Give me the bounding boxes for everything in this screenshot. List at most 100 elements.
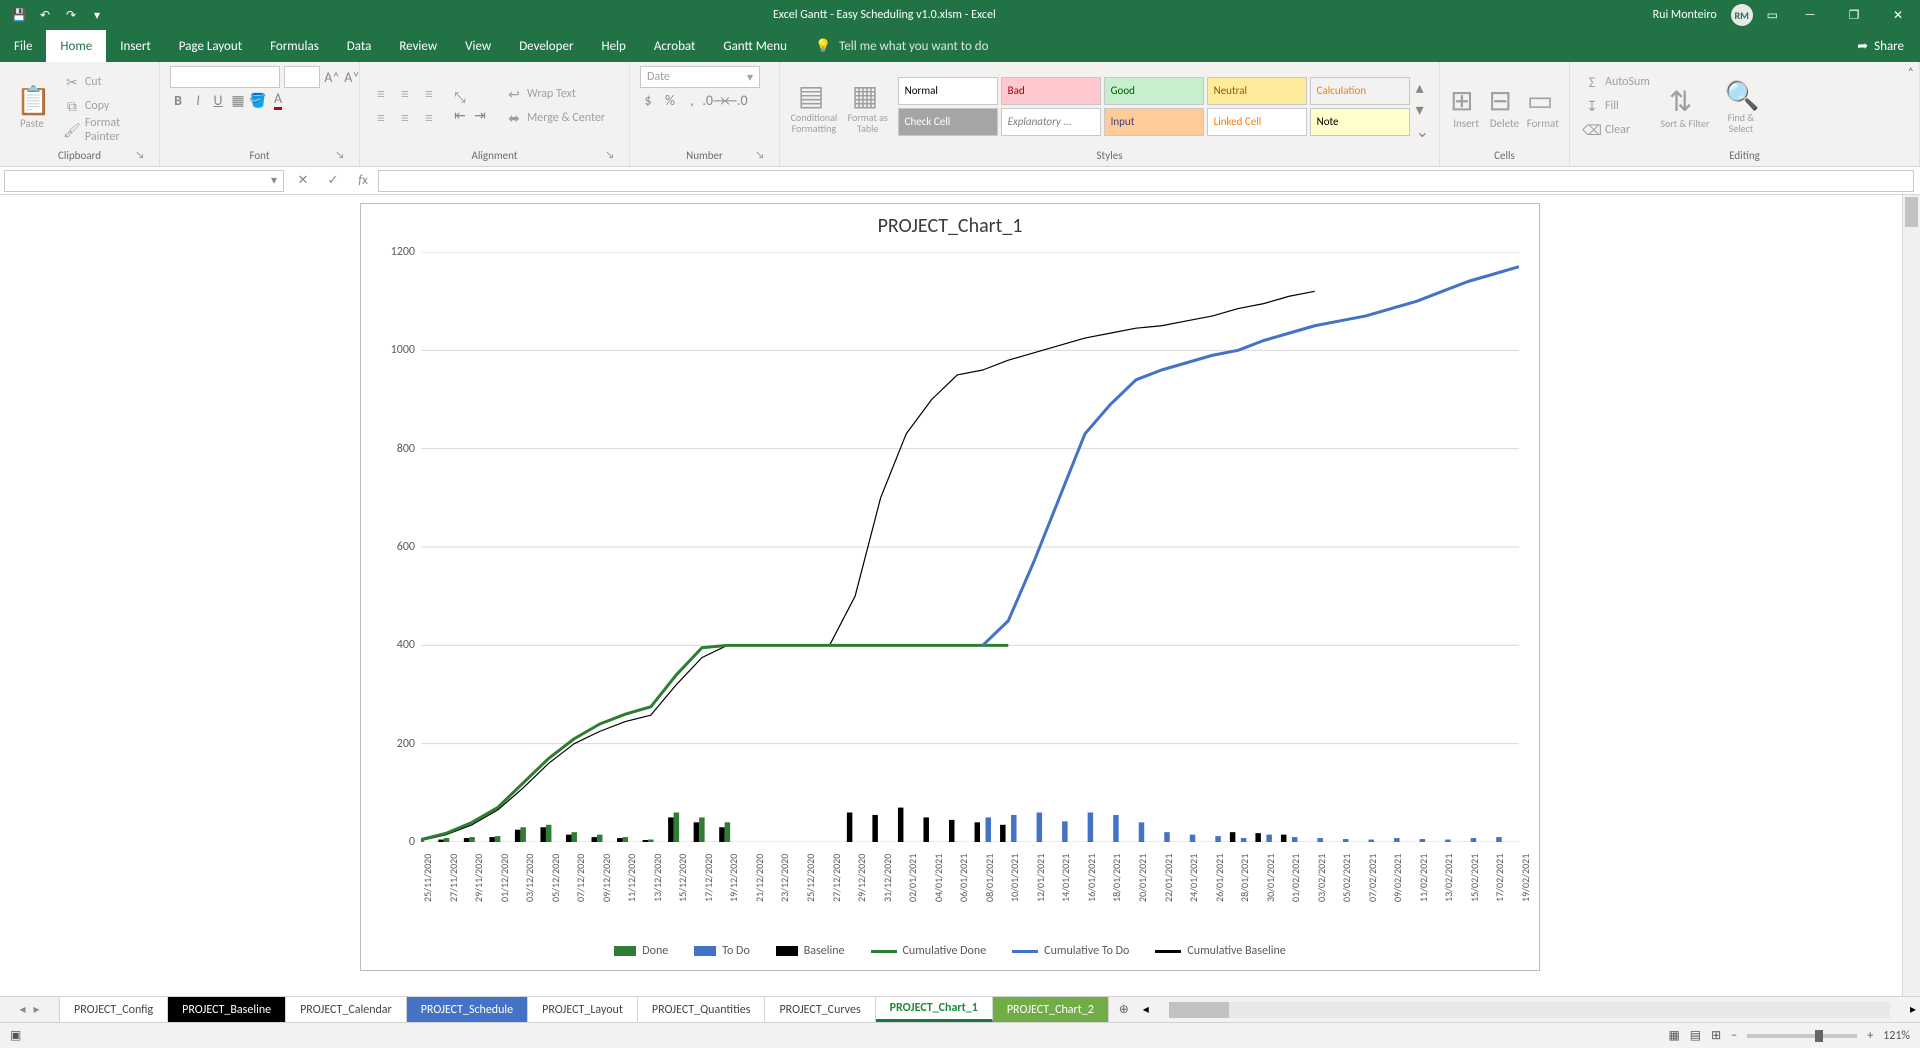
font-name-select[interactable]	[170, 66, 280, 88]
zoom-in-icon[interactable]: +	[1867, 1029, 1873, 1043]
collapse-ribbon-icon[interactable]: ˄	[1908, 66, 1914, 80]
user-avatar-icon[interactable]: RM	[1731, 4, 1753, 26]
fill-button[interactable]: ↧Fill	[1580, 95, 1654, 117]
sort-filter-button[interactable]: ⇅Sort & Filter	[1660, 84, 1710, 129]
shrink-font-icon[interactable]: A˅	[344, 69, 360, 85]
conditional-formatting-button[interactable]: ▤Conditional Formatting	[790, 78, 838, 134]
ribbon-tab-page-layout[interactable]: Page Layout	[165, 30, 256, 62]
fx-icon[interactable]: fx	[348, 173, 378, 188]
style-bad[interactable]: Bad	[1001, 77, 1101, 105]
sheet-tab-project_config[interactable]: PROJECT_Config	[60, 997, 168, 1022]
gallery-down-icon[interactable]: ▾	[1416, 100, 1429, 120]
style-neutral[interactable]: Neutral	[1207, 77, 1307, 105]
view-pagebreak-icon[interactable]: ⊞	[1711, 1028, 1721, 1043]
italic-icon[interactable]: I	[190, 92, 206, 108]
sheet-tab-project_chart_2[interactable]: PROJECT_Chart_2	[993, 997, 1109, 1022]
sheet-tab-project_chart_1[interactable]: PROJECT_Chart_1	[876, 997, 993, 1022]
copy-button[interactable]: ⧉Copy	[60, 95, 149, 117]
underline-icon[interactable]: U	[210, 92, 226, 108]
close-button[interactable]: ✕	[1876, 0, 1920, 30]
sheet-nav-prev-icon[interactable]: ◂	[19, 1002, 25, 1017]
ribbon-tab-data[interactable]: Data	[333, 30, 386, 62]
maximize-button[interactable]: ❐	[1832, 0, 1876, 30]
ribbon-tab-view[interactable]: View	[451, 30, 505, 62]
sheet-nav-next-icon[interactable]: ▸	[34, 1002, 40, 1017]
ribbon-tab-formulas[interactable]: Formulas	[256, 30, 333, 62]
sheet-tab-project_quantities[interactable]: PROJECT_Quantities	[638, 997, 766, 1022]
zoom-slider[interactable]	[1747, 1034, 1857, 1038]
decrease-decimal-icon[interactable]: ←.0	[728, 92, 744, 108]
zoom-level[interactable]: 121%	[1883, 1029, 1910, 1043]
number-dialog-icon[interactable]: ↘	[753, 148, 767, 162]
format-cells-button[interactable]: ▭Format	[1527, 83, 1559, 130]
decrease-indent-icon[interactable]: ⇤	[452, 107, 468, 123]
style-note[interactable]: Note	[1310, 108, 1410, 136]
hscroll-right-icon[interactable]: ▸	[1910, 1002, 1916, 1017]
ribbon-tab-gantt-menu[interactable]: Gantt Menu	[709, 30, 801, 62]
chart-object[interactable]: PROJECT_Chart_1 25/11/202027/11/202029/1…	[360, 203, 1540, 971]
percent-icon[interactable]: %	[662, 92, 678, 108]
currency-icon[interactable]: $	[640, 92, 656, 108]
sheet-tab-project_calendar[interactable]: PROJECT_Calendar	[286, 997, 407, 1022]
tellme-input[interactable]: Tell me what you want to do	[839, 39, 988, 54]
wrap-text-button[interactable]: ↩Wrap Text	[502, 83, 609, 105]
style-check-cell[interactable]: Check Cell	[898, 108, 998, 136]
ribbon-tab-acrobat[interactable]: Acrobat	[640, 30, 710, 62]
cut-button[interactable]: ✂Cut	[60, 71, 149, 93]
name-box[interactable]: ▾	[4, 170, 284, 192]
alignment-dialog-icon[interactable]: ↘	[603, 148, 617, 162]
fill-color-icon[interactable]: 🪣	[250, 92, 266, 108]
paste-button[interactable]: 📋 Paste	[10, 83, 54, 130]
border-icon[interactable]: ▦	[230, 92, 246, 108]
ribbon-tab-developer[interactable]: Developer	[505, 30, 587, 62]
horizontal-scrollbar[interactable]: ◂ ▸	[1139, 997, 1920, 1022]
orientation-icon[interactable]: ⤡	[452, 89, 468, 105]
enter-formula-icon[interactable]: ✓	[318, 173, 348, 188]
view-normal-icon[interactable]: ▦	[1668, 1028, 1679, 1043]
autosum-button[interactable]: ΣAutoSum	[1580, 71, 1654, 93]
alignment-grid[interactable]: ≡≡≡≡≡≡	[370, 83, 440, 129]
share-button[interactable]: ➦ Share	[1841, 30, 1920, 62]
style-linked-cell[interactable]: Linked Cell	[1207, 108, 1307, 136]
new-sheet-button[interactable]: ⊕	[1109, 997, 1139, 1022]
gallery-up-icon[interactable]: ▴	[1416, 78, 1429, 98]
cancel-formula-icon[interactable]: ✕	[288, 173, 318, 188]
zoom-out-icon[interactable]: −	[1731, 1029, 1737, 1043]
ribbon-tab-insert[interactable]: Insert	[106, 30, 165, 62]
format-as-table-button[interactable]: ▦Format as Table	[844, 78, 892, 134]
undo-icon[interactable]: ↶	[36, 6, 54, 24]
font-color-icon[interactable]: A	[270, 92, 286, 108]
cell-styles-gallery[interactable]: NormalBadGoodNeutralCalculationCheck Cel…	[898, 77, 1410, 136]
comma-icon[interactable]: ,	[684, 92, 700, 108]
ribbon-tab-file[interactable]: File	[0, 30, 46, 62]
format-painter-button[interactable]: 🖌Format Painter	[60, 119, 149, 141]
find-select-button[interactable]: 🔍Find & Select	[1716, 78, 1766, 134]
bold-icon[interactable]: B	[170, 92, 186, 108]
user-name[interactable]: Rui Monteiro	[1653, 8, 1717, 22]
style-input[interactable]: Input	[1104, 108, 1204, 136]
font-size-select[interactable]	[284, 66, 320, 88]
font-dialog-icon[interactable]: ↘	[333, 148, 347, 162]
number-format-select[interactable]: Date▾	[640, 66, 760, 88]
increase-decimal-icon[interactable]: .0→	[706, 92, 722, 108]
hscroll-left-icon[interactable]: ◂	[1143, 1002, 1149, 1017]
minimize-button[interactable]: —	[1788, 0, 1832, 30]
redo-icon[interactable]: ↷	[62, 6, 80, 24]
sheet-tab-project_layout[interactable]: PROJECT_Layout	[528, 997, 638, 1022]
merge-center-button[interactable]: ⬌Merge & Center	[502, 107, 609, 129]
macro-record-icon[interactable]: ▣	[10, 1028, 21, 1043]
style-good[interactable]: Good	[1104, 77, 1204, 105]
ribbon-tab-home[interactable]: Home	[46, 30, 106, 62]
qat-more-icon[interactable]: ▾	[88, 6, 106, 24]
clipboard-dialog-icon[interactable]: ↘	[133, 148, 147, 162]
ribbon-tab-help[interactable]: Help	[587, 30, 639, 62]
sheet-tab-project_schedule[interactable]: PROJECT_Schedule	[407, 997, 528, 1022]
sheet-tab-project_baseline[interactable]: PROJECT_Baseline	[168, 997, 286, 1022]
ribbon-tab-review[interactable]: Review	[385, 30, 451, 62]
increase-indent-icon[interactable]: ⇥	[472, 107, 488, 123]
clear-button[interactable]: ⌫Clear	[1580, 119, 1654, 141]
ribbon-display-icon[interactable]: ▭	[1767, 8, 1778, 23]
view-pagelayout-icon[interactable]: ▤	[1690, 1028, 1701, 1043]
formula-input[interactable]	[378, 170, 1914, 192]
style-normal[interactable]: Normal	[898, 77, 998, 105]
